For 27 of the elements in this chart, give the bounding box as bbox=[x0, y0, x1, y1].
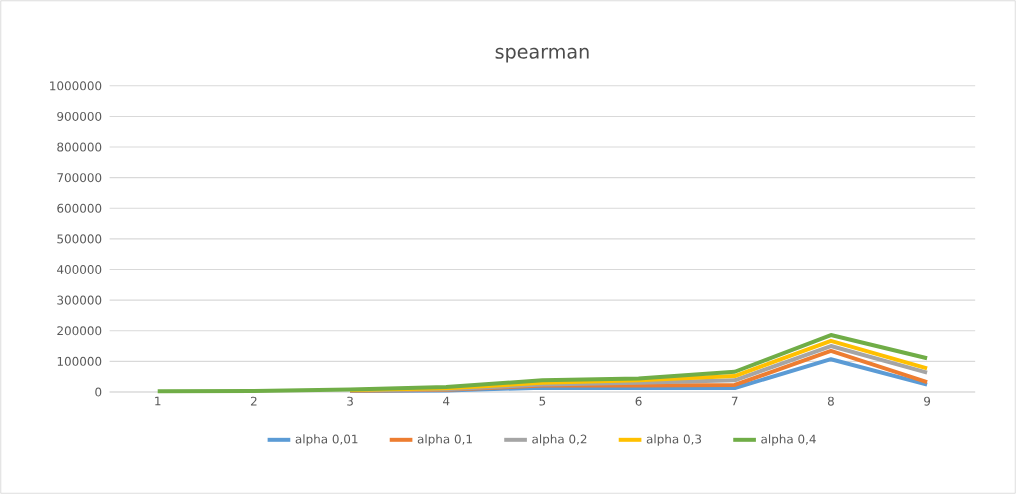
x-tick-label: 2 bbox=[250, 396, 257, 406]
y-tick-label: 0 bbox=[95, 387, 102, 397]
y-tick-label: 500000 bbox=[57, 234, 102, 244]
x-tick-label: 7 bbox=[731, 396, 738, 406]
x-tick-label: 9 bbox=[924, 396, 931, 406]
y-tick-label: 900000 bbox=[57, 111, 102, 121]
line-series bbox=[155, 333, 930, 394]
y-tick-label: 800000 bbox=[57, 142, 102, 152]
x-tick-label: 4 bbox=[443, 396, 450, 406]
y-tick-label: 400000 bbox=[57, 264, 102, 275]
legend-label: alpha 0,01 bbox=[295, 434, 358, 446]
x-tick-label: 1 bbox=[155, 396, 161, 406]
x-tick-label: 5 bbox=[539, 396, 546, 406]
y-tick-label: 200000 bbox=[57, 326, 102, 336]
x-tick-label: 8 bbox=[827, 396, 834, 406]
y-tick-label: 700000 bbox=[57, 173, 102, 183]
y-tick-label: 1000000 bbox=[50, 81, 102, 91]
y-tick-label: 100000 bbox=[57, 356, 102, 366]
x-tick-label: 3 bbox=[347, 396, 353, 406]
x-tick-label: 6 bbox=[635, 396, 642, 406]
y-tick-label: 300000 bbox=[57, 295, 102, 305]
legend-label: alpha 0,4 bbox=[761, 434, 816, 446]
legend-label: alpha 0,1 bbox=[417, 434, 472, 446]
legend-label: alpha 0,3 bbox=[646, 434, 702, 446]
chart-title: spearman bbox=[495, 47, 589, 63]
y-tick-label: 600000 bbox=[57, 203, 102, 213]
legend-label: alpha 0,2 bbox=[532, 434, 587, 446]
